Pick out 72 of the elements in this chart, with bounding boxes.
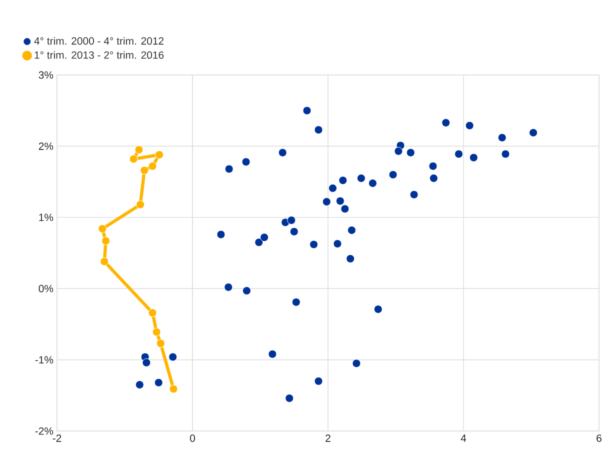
point bbox=[224, 164, 234, 174]
point bbox=[135, 380, 144, 389]
point bbox=[148, 162, 157, 170]
point bbox=[498, 133, 506, 142]
point bbox=[302, 106, 312, 115]
y-tick-label: -1% bbox=[35, 356, 54, 364]
point bbox=[368, 178, 377, 188]
x-tick-label: 0 bbox=[190, 434, 195, 442]
point bbox=[356, 174, 366, 182]
point bbox=[388, 170, 398, 179]
point bbox=[140, 166, 149, 175]
point bbox=[134, 146, 144, 154]
point bbox=[242, 286, 251, 295]
point bbox=[224, 282, 233, 292]
point bbox=[352, 359, 361, 368]
point bbox=[374, 305, 382, 314]
point bbox=[454, 150, 463, 158]
point bbox=[428, 162, 438, 170]
point bbox=[156, 339, 165, 348]
point bbox=[148, 308, 157, 318]
x-tick-label: 4 bbox=[460, 434, 466, 442]
point bbox=[285, 394, 294, 402]
point bbox=[136, 200, 145, 209]
point bbox=[254, 238, 264, 247]
point bbox=[465, 121, 474, 130]
point bbox=[129, 154, 138, 164]
point bbox=[336, 196, 344, 206]
point bbox=[333, 240, 342, 248]
point bbox=[102, 236, 110, 246]
point bbox=[155, 150, 164, 159]
legend-label: 1° trim. 2013 - 2° trim. 2016 bbox=[34, 51, 164, 59]
point bbox=[310, 240, 318, 249]
point bbox=[268, 350, 277, 358]
y-tick-label: 3% bbox=[38, 71, 54, 79]
point bbox=[169, 384, 178, 394]
x-tick-label: -2 bbox=[52, 434, 62, 442]
point bbox=[154, 378, 163, 387]
x-tick-label: 6 bbox=[596, 434, 602, 442]
point bbox=[98, 224, 107, 234]
point bbox=[287, 216, 296, 224]
point bbox=[260, 233, 269, 242]
point bbox=[216, 230, 226, 239]
point bbox=[152, 328, 161, 336]
point bbox=[394, 146, 403, 156]
point bbox=[346, 254, 355, 263]
point bbox=[529, 128, 538, 137]
y-tick-label: 2% bbox=[38, 142, 54, 150]
y-tick-label: 0% bbox=[38, 284, 54, 292]
point bbox=[322, 198, 331, 206]
x-tick-label: 2 bbox=[326, 434, 330, 442]
point bbox=[328, 184, 337, 192]
point bbox=[314, 376, 323, 386]
point bbox=[406, 148, 415, 157]
point bbox=[410, 190, 418, 199]
point bbox=[442, 118, 450, 127]
point bbox=[242, 158, 250, 166]
point bbox=[314, 126, 323, 134]
point bbox=[347, 226, 356, 234]
point bbox=[100, 257, 109, 266]
point bbox=[338, 176, 348, 185]
point bbox=[292, 298, 300, 306]
y-tick-label: -2% bbox=[35, 427, 54, 435]
y-tick-label: 1% bbox=[39, 214, 54, 222]
point bbox=[340, 204, 350, 214]
point bbox=[142, 358, 151, 367]
point bbox=[168, 352, 178, 362]
point bbox=[501, 150, 510, 158]
legend-label: 4° trim. 2000 - 4° trim. 2012 bbox=[34, 37, 164, 45]
point bbox=[290, 227, 298, 236]
point bbox=[278, 148, 287, 157]
point bbox=[469, 153, 478, 162]
point bbox=[429, 174, 438, 182]
